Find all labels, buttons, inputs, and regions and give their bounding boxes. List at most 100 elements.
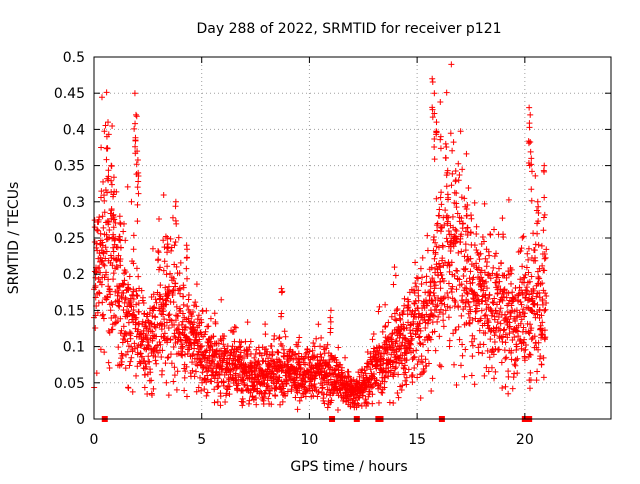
data-point — [519, 291, 526, 298]
data-point — [392, 359, 399, 366]
data-point — [269, 357, 276, 364]
data-point — [300, 383, 307, 390]
data-point — [321, 400, 328, 407]
data-point — [102, 244, 109, 251]
data-point — [429, 375, 436, 382]
data-point — [475, 344, 482, 351]
data-point — [110, 174, 117, 181]
data-point — [491, 339, 498, 346]
data-point — [534, 368, 541, 375]
data-point — [297, 364, 304, 371]
data-point — [443, 143, 450, 150]
data-point — [172, 198, 179, 205]
data-point — [535, 346, 542, 353]
data-point — [403, 381, 410, 388]
data-point — [500, 327, 507, 334]
data-point — [410, 320, 417, 327]
data-point — [252, 394, 259, 401]
data-point — [541, 307, 548, 314]
data-point — [297, 371, 304, 378]
data-point — [501, 294, 508, 301]
data-point — [463, 278, 470, 285]
data-point — [370, 345, 377, 352]
data-point — [296, 397, 303, 404]
data-point — [296, 334, 303, 341]
data-point — [167, 270, 174, 277]
data-point — [254, 360, 261, 367]
data-point — [508, 347, 515, 354]
data-point — [506, 323, 513, 330]
data-point — [170, 275, 177, 282]
data-point — [133, 372, 140, 379]
data-point — [147, 320, 154, 327]
data-point — [443, 89, 450, 96]
data-point — [469, 332, 476, 339]
data-point — [527, 148, 534, 155]
data-point — [505, 368, 512, 375]
data-point — [503, 354, 510, 361]
data-point — [522, 341, 529, 348]
data-point — [439, 255, 446, 262]
data-point — [499, 384, 506, 391]
data-point — [467, 308, 474, 315]
data-point — [455, 249, 462, 256]
data-point — [347, 403, 354, 410]
data-point — [205, 323, 212, 330]
data-point — [486, 354, 493, 361]
data-point — [215, 371, 222, 378]
data-point — [446, 268, 453, 275]
data-point — [110, 276, 117, 283]
data-point — [244, 319, 251, 326]
data-points — [90, 61, 550, 422]
data-point — [397, 357, 404, 364]
data-point — [226, 376, 233, 383]
data-point — [177, 286, 184, 293]
data-point — [431, 255, 438, 262]
data-point — [160, 308, 167, 315]
data-point — [457, 235, 464, 242]
data-point — [456, 336, 463, 343]
data-point — [540, 227, 547, 234]
data-point — [440, 278, 447, 285]
data-point — [473, 223, 480, 230]
data-point — [434, 220, 441, 227]
data-point — [425, 317, 432, 324]
data-point — [104, 189, 111, 196]
data-point — [170, 299, 177, 306]
data-point — [453, 190, 460, 197]
data-point — [479, 234, 486, 241]
data-point — [456, 218, 463, 225]
data-point — [528, 186, 535, 193]
data-point — [530, 287, 537, 294]
data-point — [168, 360, 175, 367]
data-point — [419, 359, 426, 366]
data-point — [263, 346, 270, 353]
data-point — [499, 215, 506, 222]
data-point — [125, 385, 132, 391]
data-point — [496, 278, 503, 285]
data-point — [496, 346, 503, 353]
data-point — [240, 377, 247, 384]
data-point — [164, 249, 171, 256]
data-point — [327, 318, 334, 325]
data-point — [457, 362, 464, 369]
data-point — [368, 384, 375, 391]
data-point — [381, 384, 388, 391]
data-point — [278, 285, 285, 292]
data-point — [448, 61, 455, 68]
data-point — [108, 162, 115, 169]
data-point — [489, 346, 496, 353]
data-point — [335, 344, 342, 351]
data-point — [174, 325, 181, 332]
data-point — [363, 399, 370, 406]
data-point — [431, 328, 438, 335]
data-point — [183, 242, 190, 249]
data-point — [459, 341, 466, 348]
data-point — [521, 336, 528, 343]
data-point — [262, 331, 269, 338]
data-point — [95, 275, 102, 282]
data-point — [534, 268, 541, 275]
data-point — [232, 360, 239, 367]
data-point — [327, 329, 334, 336]
data-point — [437, 263, 444, 270]
